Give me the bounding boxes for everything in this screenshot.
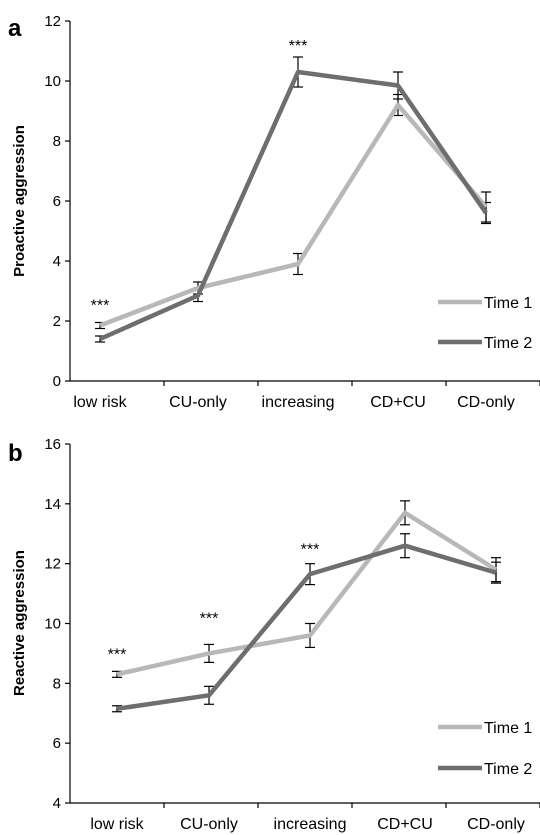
panel-a-x-label: CD+CU bbox=[370, 394, 426, 411]
panel-a-y-tick-label: 0 bbox=[53, 373, 61, 390]
panel-b-x-label: CD-only bbox=[467, 816, 525, 833]
panel-a-y-tick-label: 6 bbox=[53, 193, 61, 210]
panel-b-y-tick-label: 4 bbox=[53, 795, 61, 812]
panel-b-x-label: low risk bbox=[90, 816, 144, 833]
panel-a-significance-annotation: *** bbox=[289, 38, 308, 55]
panel-a-y-tick-label: 10 bbox=[44, 73, 61, 90]
panel-a-series-time-2-line bbox=[99, 69, 488, 342]
panel-b-significance-annotation: *** bbox=[200, 611, 219, 628]
panel-b-y-tick-label: 8 bbox=[53, 675, 61, 692]
panel-b-series-time-1-line bbox=[116, 510, 498, 677]
panel-b-legend-label: Time 2 bbox=[484, 761, 532, 778]
panel-b-y-tick-label: 16 bbox=[44, 436, 61, 453]
panel-b-legend-label: Time 1 bbox=[484, 720, 532, 737]
panel-a-y-axis-title: Proactive aggression bbox=[11, 125, 28, 277]
panel-b-significance-annotation: *** bbox=[301, 542, 320, 559]
panel-b-x-label: CU-only bbox=[180, 816, 238, 833]
panel-a-x-label: CU-only bbox=[169, 394, 227, 411]
panel-a-y-tick-label: 2 bbox=[53, 313, 61, 330]
panel-b-significance-annotation: *** bbox=[108, 646, 127, 663]
panel-a-significance-annotation: *** bbox=[91, 298, 110, 315]
panel-b-label: b bbox=[8, 440, 23, 467]
panel-a-legend-label: Time 1 bbox=[484, 295, 532, 312]
panel-a-label: a bbox=[8, 15, 22, 42]
panel-a-x-label: increasing bbox=[262, 394, 335, 411]
panel-b-series-time-2-line bbox=[116, 543, 497, 711]
panel-b-y-axis-title: Reactive aggression bbox=[11, 550, 28, 696]
panel-a-series-time-1-line bbox=[99, 102, 488, 328]
panel-b-y-tick-label: 6 bbox=[53, 735, 61, 752]
panel-a-legend-label: Time 2 bbox=[484, 335, 532, 352]
panel-b-x-label: CD+CU bbox=[377, 816, 433, 833]
panel-b-y-tick-label: 14 bbox=[44, 496, 61, 513]
panel-a-y-tick-label: 4 bbox=[53, 253, 61, 270]
panel-b-y-tick-label: 10 bbox=[44, 616, 61, 633]
panel-b-x-label: increasing bbox=[274, 816, 347, 833]
panel-a-x-label: CD-only bbox=[457, 394, 515, 411]
panel-b-y-tick-label: 12 bbox=[44, 556, 61, 573]
panel-a-y-tick-label: 8 bbox=[53, 133, 61, 150]
panel-a-y-tick-label: 12 bbox=[44, 13, 61, 30]
panel-a-x-label: low risk bbox=[73, 394, 127, 411]
